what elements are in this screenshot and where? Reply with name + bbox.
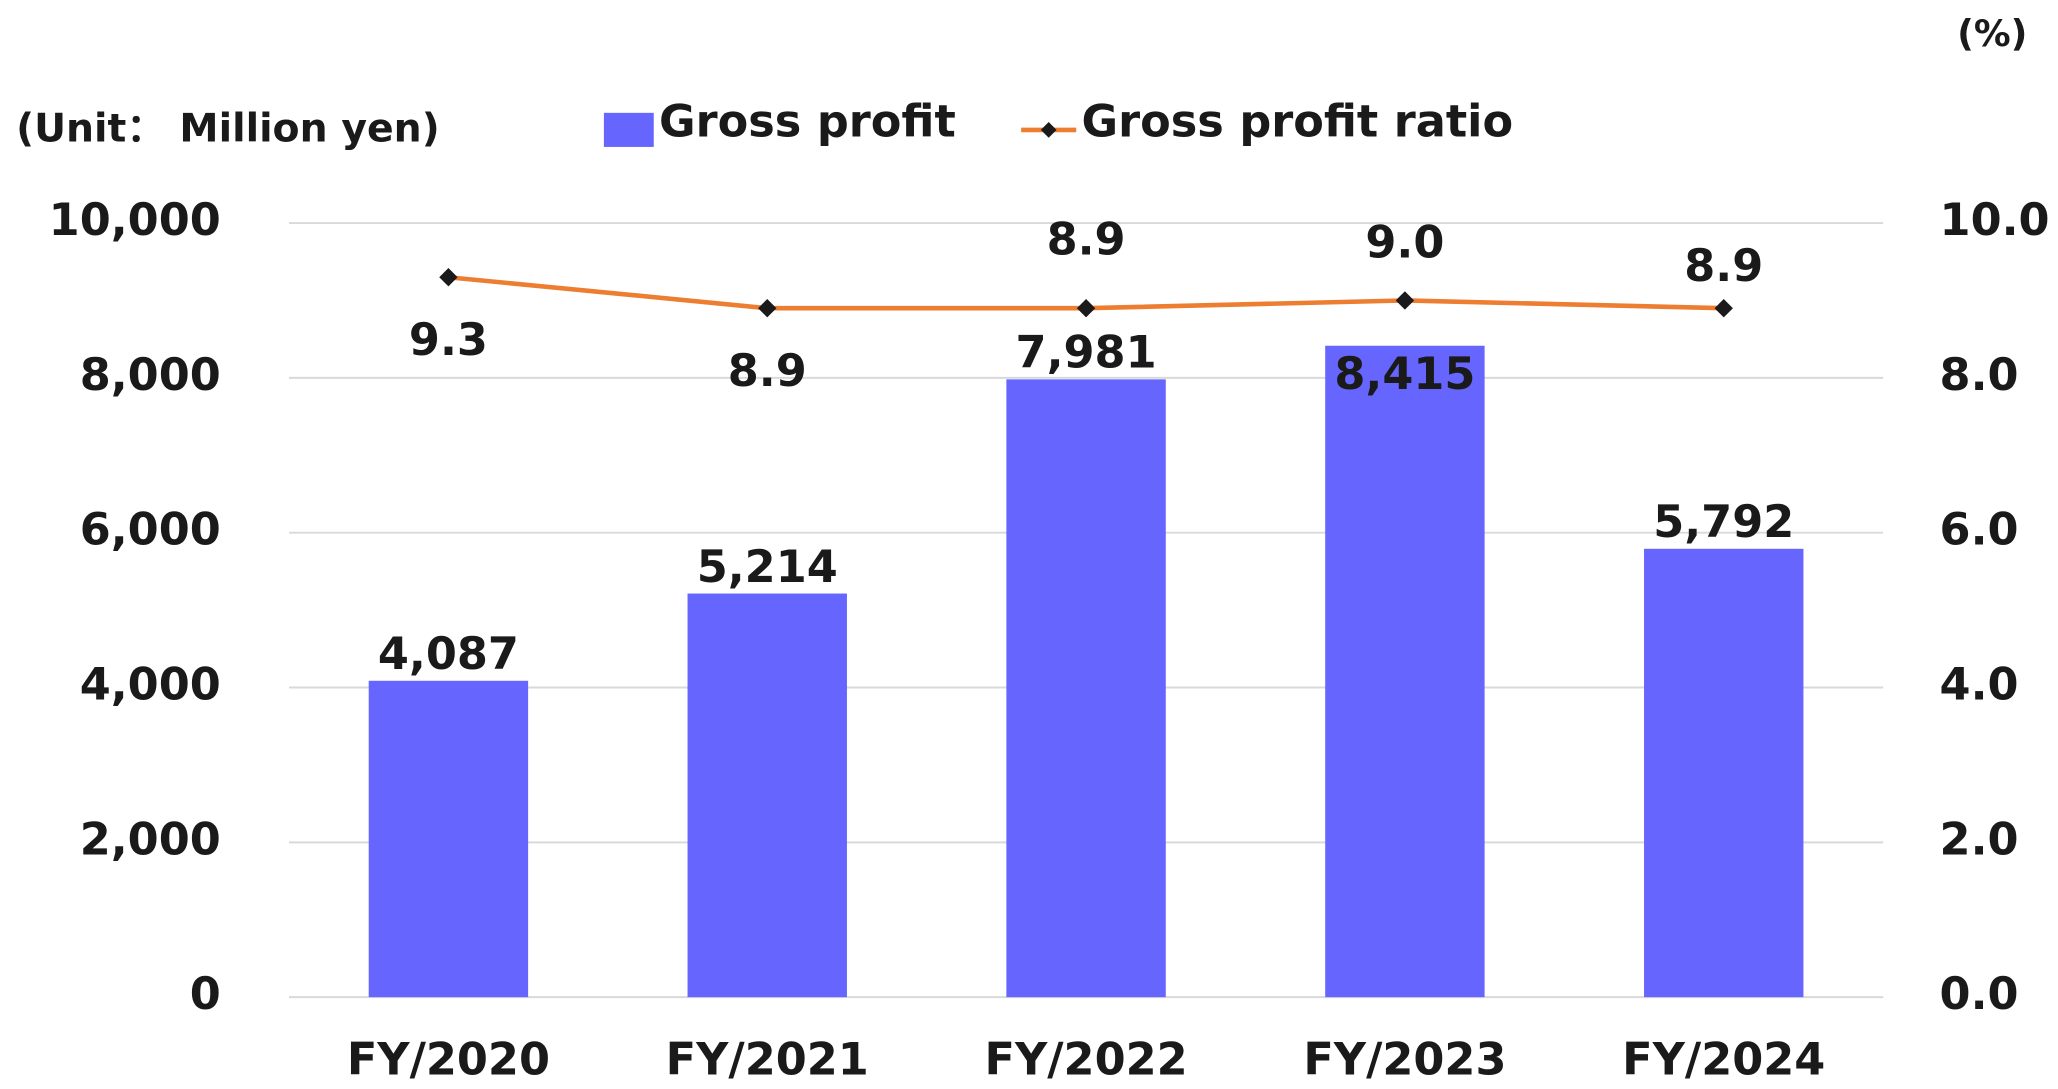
marker (439, 268, 458, 287)
line-value-label: 8.9 (1684, 240, 1763, 292)
y2-tick-label: 10.0 (1940, 194, 2050, 246)
legend-swatch (603, 112, 654, 147)
line-value-label: 8.9 (1047, 214, 1126, 266)
bar-value-label: 5,792 (1653, 496, 1794, 548)
x-tick-label: FY/2024 (1622, 1034, 1825, 1086)
y2-tick-label: 0.0 (1940, 968, 2019, 1020)
bar-value-label: 7,981 (1016, 327, 1157, 379)
bar (687, 593, 847, 998)
x-tick-label: FY/2023 (1303, 1034, 1506, 1086)
bar-value-label: 4,087 (378, 628, 519, 680)
bar (1006, 379, 1166, 998)
y-tick-label: 2,000 (80, 813, 221, 865)
bar (1325, 345, 1485, 998)
marker (1076, 299, 1096, 318)
y2-unit-label: (%) (1957, 12, 2027, 55)
x-tick-label: FY/2022 (984, 1034, 1187, 1086)
x-tick-label: FY/2020 (347, 1034, 550, 1086)
bar (368, 680, 529, 998)
x-tick-label: FY/2021 (666, 1034, 869, 1086)
unit-label: (Unit： Million yen) (16, 106, 440, 152)
marker (1714, 299, 1733, 318)
y-tick-label: 10,000 (49, 194, 221, 246)
bar-value-label: 8,415 (1334, 348, 1475, 400)
legend-label: Gross profit ratio (1081, 96, 1513, 148)
legend-marker (1040, 122, 1057, 138)
line-value-label: 9.3 (409, 314, 488, 366)
line-value-label: 8.9 (728, 345, 807, 397)
marker (1395, 291, 1415, 310)
y2-tick-label: 6.0 (1940, 504, 2019, 556)
bar-value-label: 5,214 (697, 541, 838, 593)
marker (758, 299, 777, 318)
y-tick-label: 0 (190, 968, 221, 1020)
y2-tick-label: 2.0 (1940, 813, 2019, 865)
y2-tick-label: 4.0 (1940, 659, 2019, 711)
y-tick-label: 4,000 (80, 659, 221, 711)
y-tick-label: 6,000 (80, 504, 221, 556)
y-tick-label: 8,000 (80, 349, 221, 401)
bar (1644, 548, 1804, 998)
y2-tick-label: 8.0 (1940, 349, 2019, 401)
legend-label: Gross profit (659, 96, 956, 148)
line-value-label: 9.0 (1365, 216, 1444, 268)
